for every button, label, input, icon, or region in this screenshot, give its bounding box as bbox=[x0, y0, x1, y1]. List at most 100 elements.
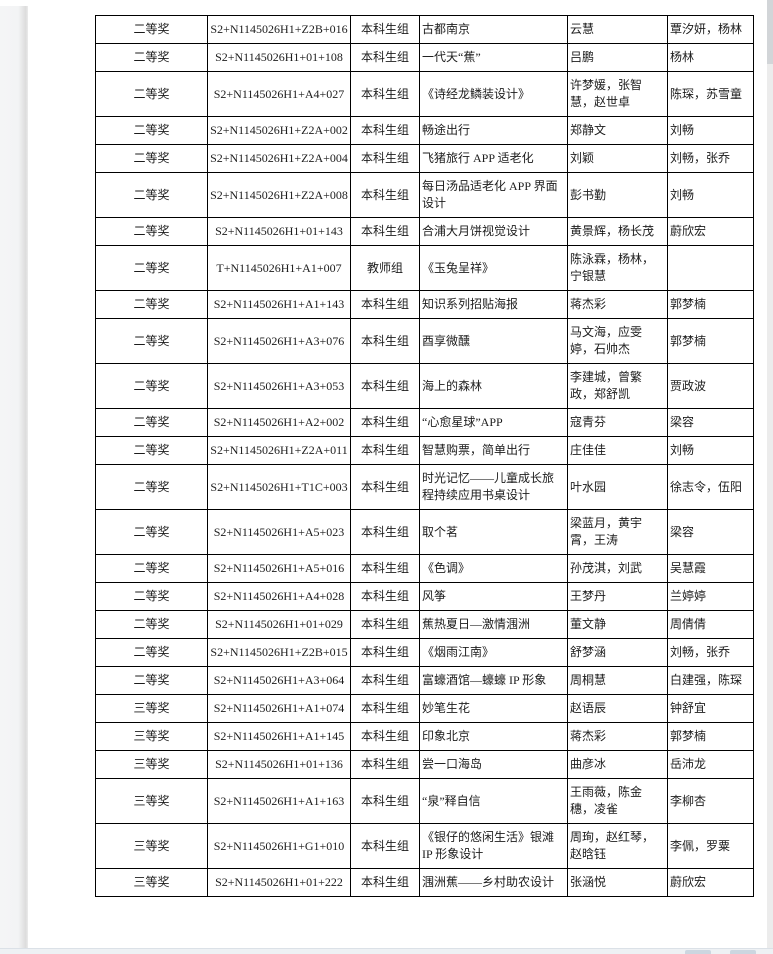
group-cell: 本科生组 bbox=[350, 217, 420, 246]
advisors-cell: 李柳杏 bbox=[667, 778, 754, 824]
table-row: 三等奖 S2+N1145026H1+A1+163 本科生组 “泉”释自信 王雨薇，陈金穗… bbox=[95, 778, 754, 824]
authors-cell: 周珣，赵红琴，赵晗钰 bbox=[567, 823, 668, 869]
scrollbar-thumb[interactable] bbox=[767, 0, 773, 64]
title-cell: 知识系列招贴海报 bbox=[419, 290, 568, 319]
award-cell: 二等奖 bbox=[95, 464, 208, 510]
table-row: 二等奖 S2+N1145026H1+A4+028 本科生组 风筝 王梦丹 兰婷婷 bbox=[95, 582, 754, 611]
code-cell: S2+N1145026H1+Z2A+002 bbox=[207, 116, 351, 145]
title-cell: “心愈星球”APP bbox=[419, 408, 568, 437]
hidden-toolbar-button[interactable] bbox=[685, 950, 711, 954]
advisors-cell: 白建强，陈琛 bbox=[667, 666, 754, 695]
award-cell: 二等奖 bbox=[95, 144, 208, 173]
hidden-toolbar-button[interactable] bbox=[730, 950, 756, 954]
group-cell: 本科生组 bbox=[350, 363, 420, 409]
table-row: 二等奖 S2+N1145026H1+Z2B+016 本科生组 古都南京 云慧 覃汐妍，杨林 bbox=[95, 15, 754, 44]
code-cell: S2+N1145026H1+T1C+003 bbox=[207, 464, 351, 510]
title-cell: 妙笔生花 bbox=[419, 694, 568, 723]
authors-cell: 孙茂淇，刘武 bbox=[567, 554, 668, 583]
group-cell: 本科生组 bbox=[350, 436, 420, 465]
authors-cell: 董文静 bbox=[567, 610, 668, 639]
award-cell: 二等奖 bbox=[95, 318, 208, 364]
group-cell: 本科生组 bbox=[350, 43, 420, 72]
code-cell: S2+N1145026H1+01+108 bbox=[207, 43, 351, 72]
authors-cell: 赵语辰 bbox=[567, 694, 668, 723]
authors-cell: 蒋杰彩 bbox=[567, 290, 668, 319]
table-row: 二等奖 S2+N1145026H1+01+143 本科生组 合浦大月饼视觉设计 黄景辉，… bbox=[95, 217, 754, 246]
title-cell: 取个茗 bbox=[419, 509, 568, 555]
advisors-cell: 徐志令，伍阳 bbox=[667, 464, 754, 510]
code-cell: S2+N1145026H1+01+143 bbox=[207, 217, 351, 246]
title-cell: 一代天“蕉” bbox=[419, 43, 568, 72]
code-cell: S2+N1145026H1+A5+016 bbox=[207, 554, 351, 583]
authors-cell: 陈泳霖，杨林，宁银慧 bbox=[567, 245, 668, 291]
advisors-cell: 覃汐妍，杨林 bbox=[667, 15, 754, 44]
authors-cell: 周桐慧 bbox=[567, 666, 668, 695]
table-row: 二等奖 S2+N1145026H1+A3+076 本科生组 酉享微醺 马文海，应雯婷，石… bbox=[95, 318, 754, 364]
authors-cell: 庄佳佳 bbox=[567, 436, 668, 465]
title-cell: 合浦大月饼视觉设计 bbox=[419, 217, 568, 246]
title-cell: 《烟雨江南》 bbox=[419, 638, 568, 667]
advisors-cell: 李佩，罗粟 bbox=[667, 823, 754, 869]
code-cell: S2+N1145026H1+A2+002 bbox=[207, 408, 351, 437]
advisors-cell: 刘畅 bbox=[667, 172, 754, 218]
award-cell: 二等奖 bbox=[95, 610, 208, 639]
award-cell: 三等奖 bbox=[95, 778, 208, 824]
award-cell: 三等奖 bbox=[95, 868, 208, 897]
title-cell: 富蠔酒馆—蠔蠔 IP 形象 bbox=[419, 666, 568, 695]
authors-cell: 蒋杰彩 bbox=[567, 722, 668, 751]
group-cell: 本科生组 bbox=[350, 722, 420, 751]
authors-cell: 云慧 bbox=[567, 15, 668, 44]
table-row: 二等奖 S2+N1145026H1+Z2A+011 本科生组 智慧购票，简单出行 庄佳佳… bbox=[95, 436, 754, 465]
table-row: 二等奖 S2+N1145026H1+Z2B+015 本科生组 《烟雨江南》 舒梦涵 刘畅，… bbox=[95, 638, 754, 667]
document-page: 二等奖 S2+N1145026H1+Z2B+016 本科生组 古都南京 云慧 覃汐妍，杨林… bbox=[28, 0, 766, 948]
table-row: 二等奖 S2+N1145026H1+01+029 本科生组 蕉热夏日—激情涠洲 董文静周… bbox=[95, 610, 754, 639]
code-cell: S2+N1145026H1+01+136 bbox=[207, 750, 351, 779]
title-cell: 《色调》 bbox=[419, 554, 568, 583]
group-cell: 本科生组 bbox=[350, 116, 420, 145]
award-cell: 二等奖 bbox=[95, 43, 208, 72]
group-cell: 本科生组 bbox=[350, 318, 420, 364]
title-cell: 《诗经龙鳞装设计》 bbox=[419, 71, 568, 117]
code-cell: S2+N1145026H1+G1+010 bbox=[207, 823, 351, 869]
title-cell: 风筝 bbox=[419, 582, 568, 611]
title-cell: 智慧购票，简单出行 bbox=[419, 436, 568, 465]
table-row: 二等奖 S2+N1145026H1+A3+053 本科生组 海上的森林 李建城，曾繁政，… bbox=[95, 363, 754, 409]
table-row: 三等奖 S2+N1145026H1+01+136 本科生组 尝一口海岛 曲彦冰 岳沛龙 bbox=[95, 750, 754, 779]
table-row: 二等奖 T+N1145026H1+A1+007 教师组 《玉兔呈祥》 陈泳霖，杨林，宁银… bbox=[95, 245, 754, 291]
group-cell: 本科生组 bbox=[350, 554, 420, 583]
group-cell: 本科生组 bbox=[350, 71, 420, 117]
table-row: 三等奖 S2+N1145026H1+A1+145 本科生组 印象北京 蒋杰彩 郭梦楠 bbox=[95, 722, 754, 751]
group-cell: 本科生组 bbox=[350, 610, 420, 639]
award-cell: 三等奖 bbox=[95, 823, 208, 869]
group-cell: 教师组 bbox=[350, 245, 420, 291]
advisors-cell: 刘畅，张乔 bbox=[667, 638, 754, 667]
title-cell: 《玉兔呈祥》 bbox=[419, 245, 568, 291]
authors-cell: 马文海，应雯婷，石帅杰 bbox=[567, 318, 668, 364]
code-cell: S2+N1145026H1+A3+053 bbox=[207, 363, 351, 409]
advisors-cell: 陈琛，苏雪童 bbox=[667, 71, 754, 117]
group-cell: 本科生组 bbox=[350, 666, 420, 695]
authors-cell: 叶水园 bbox=[567, 464, 668, 510]
award-cell: 二等奖 bbox=[95, 509, 208, 555]
award-cell: 二等奖 bbox=[95, 245, 208, 291]
advisors-cell: 兰婷婷 bbox=[667, 582, 754, 611]
title-cell: 蕉热夏日—激情涠洲 bbox=[419, 610, 568, 639]
authors-cell: 王梦丹 bbox=[567, 582, 668, 611]
title-cell: 时光记忆——儿童成长旅程持续应用书桌设计 bbox=[419, 464, 568, 510]
award-cell: 二等奖 bbox=[95, 15, 208, 44]
group-cell: 本科生组 bbox=[350, 408, 420, 437]
group-cell: 本科生组 bbox=[350, 694, 420, 723]
code-cell: T+N1145026H1+A1+007 bbox=[207, 245, 351, 291]
code-cell: S2+N1145026H1+A5+023 bbox=[207, 509, 351, 555]
title-cell: 尝一口海岛 bbox=[419, 750, 568, 779]
award-cell: 二等奖 bbox=[95, 172, 208, 218]
advisors-cell: 蔚欣宏 bbox=[667, 217, 754, 246]
group-cell: 本科生组 bbox=[350, 778, 420, 824]
scrollbar-track[interactable] bbox=[767, 0, 773, 948]
table-row: 二等奖 S2+N1145026H1+A1+143 本科生组 知识系列招贴海报 蒋杰彩 郭梦… bbox=[95, 290, 754, 319]
advisors-cell: 刘畅 bbox=[667, 436, 754, 465]
code-cell: S2+N1145026H1+A1+074 bbox=[207, 694, 351, 723]
advisors-cell: 郭梦楠 bbox=[667, 290, 754, 319]
award-cell: 三等奖 bbox=[95, 722, 208, 751]
table-row: 二等奖 S2+N1145026H1+Z2A+008 本科生组 每日汤品适老化 APP … bbox=[95, 172, 754, 218]
